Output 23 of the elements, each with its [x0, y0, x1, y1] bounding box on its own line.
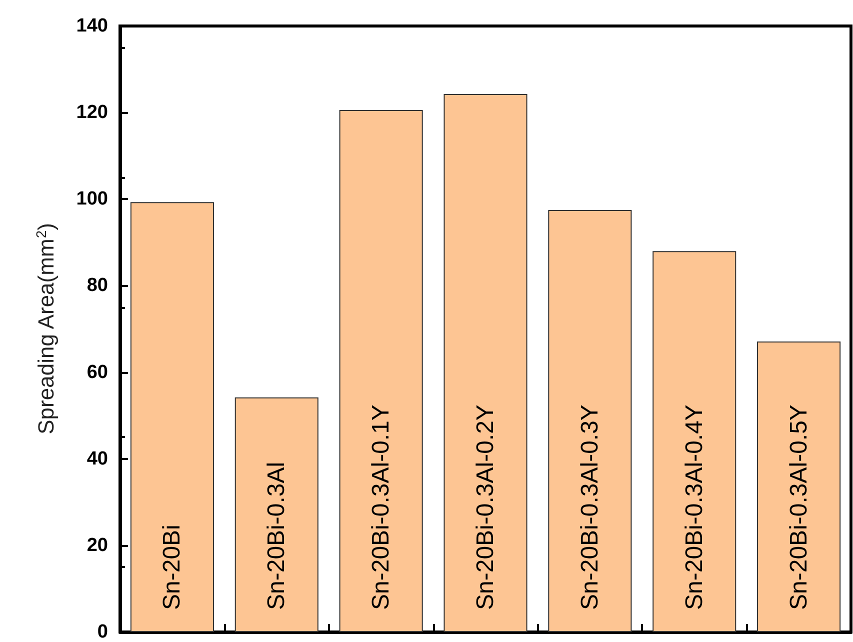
y-tick-label: 140	[76, 16, 108, 36]
bar	[652, 251, 736, 632]
x-tick-label: Sn-20Bi	[158, 524, 186, 610]
x-tick-label: Sn-20Bi-0.3Al	[263, 462, 290, 610]
x-tick-label: Sn-20Bi-0.3Al-0.4Y	[680, 404, 708, 610]
y-tick-label: 0	[97, 622, 108, 642]
y-tick-label: 20	[86, 534, 108, 556]
bar	[234, 397, 318, 632]
x-tick-label: Sn-20Bi-0.3Al-0.5Y	[785, 404, 812, 610]
bar	[130, 202, 214, 632]
bar	[757, 342, 841, 632]
bar	[444, 94, 528, 632]
y-tick-label: 80	[86, 275, 108, 296]
y-tick-label: 120	[76, 102, 108, 124]
bar	[339, 110, 423, 632]
y-tick-label: 100	[76, 188, 108, 210]
x-tick-label: Sn-20Bi-0.3Al-0.3Y	[576, 404, 604, 610]
x-tick-label: Sn-20Bi-0.3Al-0.2Y	[472, 404, 499, 610]
x-tick-label: Sn-20Bi-0.3Al-0.1Y	[368, 404, 395, 610]
y-axis-title: Spreading Area(mm2)	[33, 223, 58, 434]
y-tick-label: 60	[86, 362, 108, 383]
y-tick-label: 40	[86, 448, 108, 470]
bar	[548, 210, 632, 632]
